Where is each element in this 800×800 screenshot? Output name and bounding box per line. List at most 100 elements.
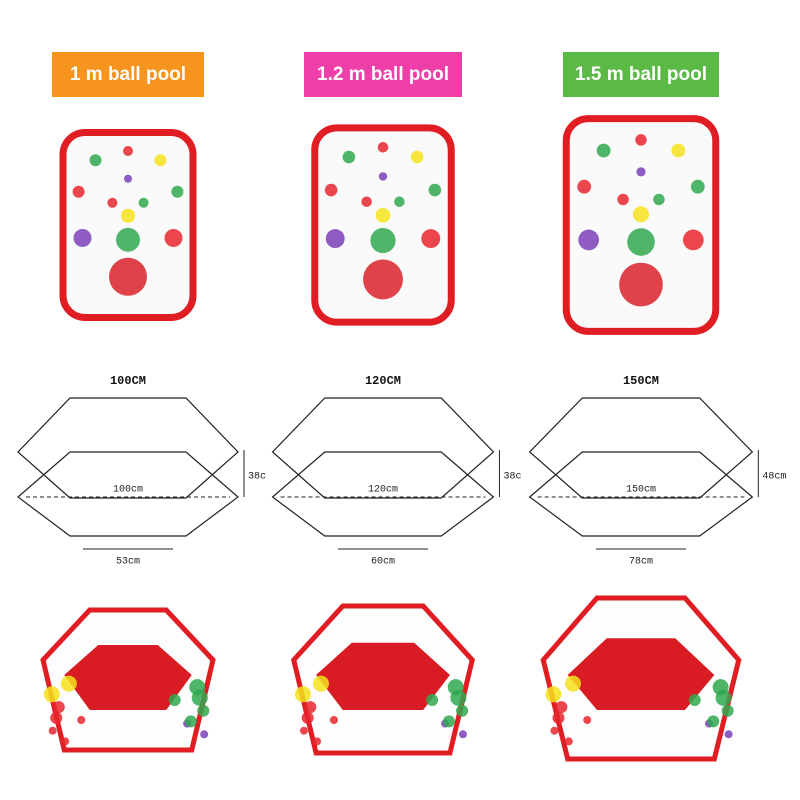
pool-dot <box>294 686 311 703</box>
pool-dot <box>596 143 611 158</box>
pool-dot <box>394 196 405 207</box>
pool-floor <box>316 642 450 710</box>
pool-dot <box>552 711 565 724</box>
pool-dot <box>50 711 63 724</box>
side-label: 53cm <box>116 557 140 568</box>
pool-dot <box>459 730 468 739</box>
pool-dot <box>184 715 197 728</box>
height-label: 38c <box>248 472 266 483</box>
pool-dot <box>690 179 705 194</box>
pool-dot <box>707 715 720 728</box>
diameter-label: 120cm <box>368 485 398 496</box>
pool-dot <box>123 146 133 156</box>
pool-dot <box>724 730 733 739</box>
pool-dot <box>636 167 646 177</box>
pool-dot <box>52 701 65 714</box>
pool-dot <box>329 716 338 724</box>
pool-dot <box>564 737 573 746</box>
pool-dot <box>107 197 118 208</box>
pool-dot <box>191 689 208 706</box>
size-title: 120CM <box>365 374 401 388</box>
pool-dot <box>377 142 389 153</box>
pool-dot <box>442 715 455 728</box>
product-label: 1.5 m ball pool <box>575 64 707 85</box>
pool-dot <box>312 675 329 692</box>
pool-dot <box>342 150 356 164</box>
pool-dot <box>682 229 704 251</box>
diameter-label: 100cm <box>113 485 143 496</box>
height-label: 48cm <box>762 472 786 483</box>
folded-pool <box>311 124 455 326</box>
pool-dot <box>43 686 60 703</box>
pool-dot <box>550 726 559 735</box>
side-label: 60cm <box>371 557 395 568</box>
pool-dot <box>138 197 149 208</box>
pool-floor <box>567 638 715 710</box>
pool-dot <box>171 185 184 198</box>
pool-dot <box>361 196 372 207</box>
wire-bottom <box>17 451 239 537</box>
pool-dot <box>116 227 140 252</box>
pool-dot <box>421 229 441 249</box>
pool-dot <box>73 228 92 247</box>
pool-dot <box>370 227 396 254</box>
pool-dot <box>721 704 734 717</box>
product-label: 1 m ball pool <box>70 64 186 85</box>
pool-dot <box>313 737 322 746</box>
size-title: 100CM <box>110 374 146 388</box>
pool-dot <box>653 193 665 206</box>
pool-dot <box>154 154 167 167</box>
label-box <box>563 52 719 97</box>
pool-dot <box>632 206 650 223</box>
pool-dot <box>577 179 592 194</box>
wire-top <box>17 397 239 499</box>
wire-top <box>528 397 754 499</box>
pool-dot <box>324 183 338 197</box>
label-box <box>52 52 204 97</box>
pool-dot <box>688 694 701 706</box>
pool-dot <box>545 686 562 703</box>
pool-dot <box>77 716 86 724</box>
height-label: 38c <box>503 472 521 483</box>
pool-dot <box>304 701 317 714</box>
diameter-label: 150cm <box>626 485 656 496</box>
pool-dot <box>410 150 424 164</box>
pool-dot <box>89 154 102 167</box>
pool-dot <box>60 675 77 692</box>
pool-dot <box>565 675 582 692</box>
pool-dot <box>124 174 132 183</box>
pool-dot <box>378 172 388 181</box>
pool-dot <box>428 183 442 197</box>
pool-dot <box>375 207 391 223</box>
pool-dot <box>555 701 568 714</box>
pool-dot <box>299 726 308 735</box>
pool-dot <box>121 208 135 223</box>
product-label: 1.2 m ball pool <box>317 64 449 85</box>
pool-dot <box>578 229 600 251</box>
pool-dot <box>168 694 181 706</box>
pool-dot <box>325 229 345 249</box>
pool-dot <box>363 259 403 300</box>
pool-floor <box>64 645 192 710</box>
side-label: 78cm <box>629 557 653 568</box>
pool-dot <box>61 737 70 746</box>
pool-dot <box>635 134 647 146</box>
size-title: 150CM <box>623 374 659 388</box>
pool-dot <box>72 185 85 198</box>
pool-dot <box>164 228 183 247</box>
pool-dot <box>715 689 732 706</box>
wire-bottom <box>528 451 754 537</box>
pool-dot <box>200 730 209 739</box>
pool-dot <box>617 193 629 206</box>
label-box <box>304 52 462 97</box>
pool-dot <box>197 704 210 717</box>
pool-dot <box>48 726 57 735</box>
wire-bottom <box>271 451 495 537</box>
pool-dot <box>619 262 663 307</box>
folded-pool <box>59 129 197 321</box>
pool-dot <box>426 694 439 706</box>
pool-dot <box>456 704 469 717</box>
pool-dot <box>627 228 655 256</box>
pool-dot <box>450 689 467 706</box>
